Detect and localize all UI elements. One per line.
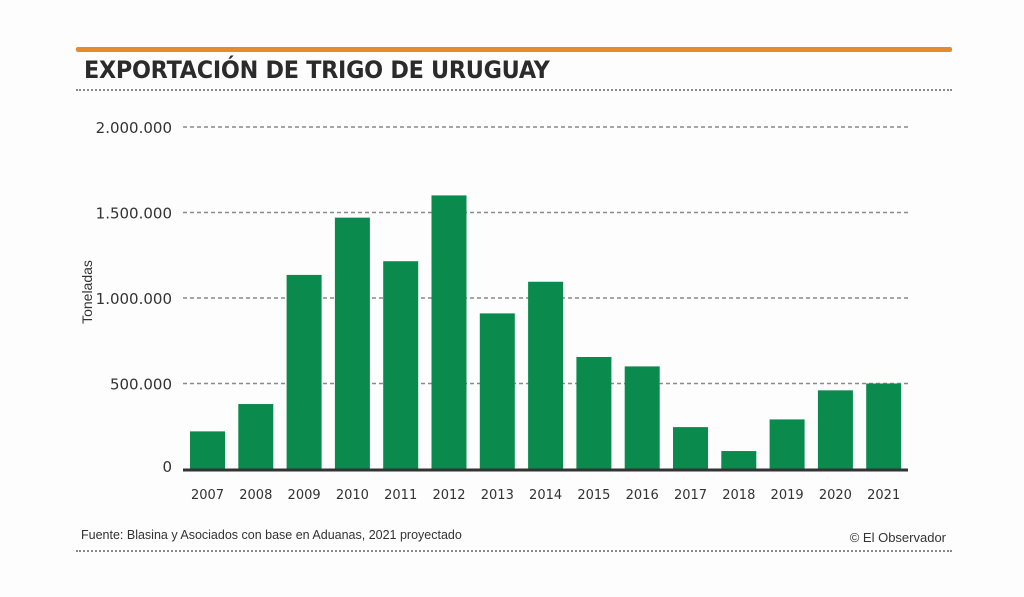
bar-2010 (334, 217, 370, 469)
y-tick-label: 2.000.000 (96, 119, 172, 137)
title-divider (76, 89, 952, 91)
footer-divider (76, 550, 952, 552)
y-tick-label: 1.000.000 (96, 290, 172, 308)
bar-2019 (769, 419, 805, 469)
x-tick-label: 2018 (722, 488, 755, 503)
x-tick-label: 2007 (191, 488, 224, 503)
x-tick-label: 2021 (867, 488, 900, 503)
x-tick-label: 2017 (674, 488, 707, 503)
y-tick-label: 1.500.000 (96, 205, 172, 223)
bar-2017 (673, 427, 708, 469)
bar-2015 (576, 356, 612, 469)
x-tick-label: 2013 (481, 488, 514, 503)
x-tick-label: 2019 (771, 488, 804, 503)
bar-2014 (528, 281, 564, 469)
bar-2021 (866, 383, 902, 469)
y-axis-label: Toneladas (79, 260, 95, 324)
x-tick-label: 2016 (626, 488, 659, 503)
x-tick-label: 2011 (384, 488, 417, 503)
x-tick-label: 2012 (432, 488, 465, 503)
x-tick-label: 2009 (288, 488, 321, 503)
y-axis-ticks: 0 500.000 1.000.000 1.500.000 2.000.000 (96, 119, 172, 476)
bar-2016 (624, 366, 660, 469)
x-tick-label: 2015 (577, 488, 610, 503)
bar-2007 (190, 431, 225, 469)
bar-2009 (286, 274, 322, 469)
bar-2020 (817, 390, 853, 469)
x-tick-label: 2014 (529, 488, 562, 503)
bar-2012 (431, 195, 467, 469)
bar-2018 (721, 451, 757, 469)
chart-title: EXPORTACIÓN DE TRIGO DE URUGUAY (84, 56, 550, 84)
bars (190, 195, 902, 469)
x-axis-ticks: 2007 2008 2009 2010 2011 2012 2013 2014 2015 2016… (191, 488, 900, 503)
y-tick-label: 0 (162, 458, 172, 476)
bar-2013 (479, 313, 515, 469)
source-note: Fuente: Blasina y Asociados con base en … (81, 528, 462, 542)
y-tick-label: 500.000 (110, 376, 172, 394)
x-tick-label: 2010 (336, 488, 369, 503)
bar-2011 (383, 261, 419, 469)
x-tick-label: 2020 (819, 488, 852, 503)
copyright-credit: © El Observador (849, 530, 946, 545)
bar-2008 (238, 404, 274, 469)
x-tick-label: 2008 (239, 488, 272, 503)
accent-rule (76, 47, 952, 52)
